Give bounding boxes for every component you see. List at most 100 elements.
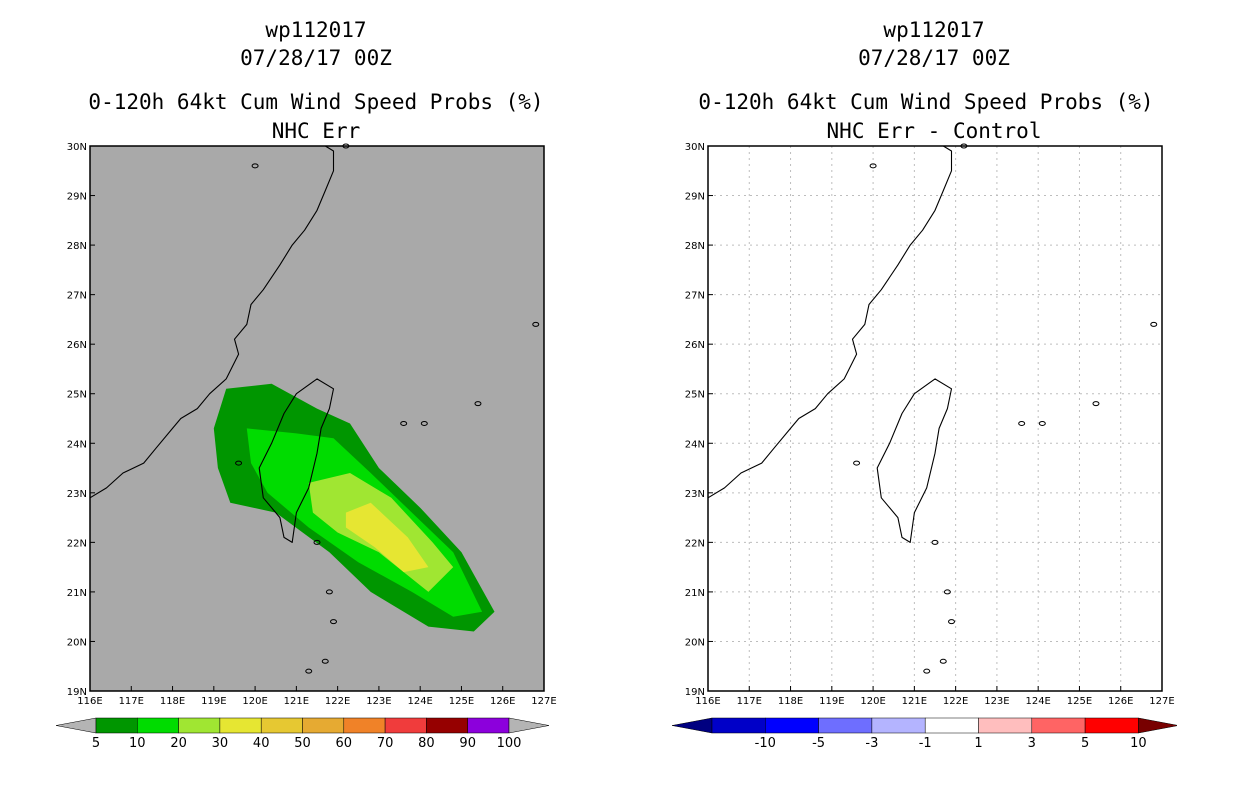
china-coastline	[707, 145, 953, 499]
x-tick-label: 127E	[531, 696, 556, 707]
right-title-subtitle: NHC Err - Control	[826, 119, 1042, 143]
colorbar-box	[178, 717, 221, 734]
y-tick-label: 27N	[685, 291, 705, 302]
colorbar-label: 60	[336, 736, 353, 751]
x-tick-label: 117E	[119, 696, 144, 707]
x-tick-label: 124E	[1025, 696, 1050, 707]
y-tick-label: 25N	[67, 390, 87, 401]
x-tick-label: 125E	[449, 696, 474, 707]
right-title-product: 0-120h 64kt Cum Wind Speed Probs (%)	[698, 90, 1154, 114]
y-tick-label: 23N	[67, 489, 87, 500]
map-background	[708, 146, 1162, 691]
colorbar-box	[871, 717, 926, 734]
island-outline	[1018, 420, 1026, 426]
taiwan-coastline	[876, 378, 953, 543]
x-tick-label: 119E	[819, 696, 844, 707]
island-outline	[1038, 420, 1046, 426]
x-tick-label: 127E	[1149, 696, 1174, 707]
x-tick-label: 126E	[490, 696, 515, 707]
left-probability-map: 116E 117E 118E 119E 120E 121E 122E 123E 124E 125E…	[67, 142, 557, 707]
island-outline	[948, 619, 956, 625]
colorbar-label: 10	[1130, 736, 1147, 751]
taiwan-coastline	[258, 378, 335, 543]
colorbar-label: 1	[974, 736, 982, 751]
x-tick-label: 124E	[407, 696, 432, 707]
y-tick-label: 30N	[67, 142, 87, 153]
colorbar-label: -3	[865, 736, 878, 751]
colorbar-box	[467, 717, 510, 734]
x-tick-label: 120E	[860, 696, 885, 707]
colorbar-label: -10	[755, 736, 776, 751]
colorbar-box	[1031, 717, 1086, 734]
colorbar-box	[219, 717, 262, 734]
colorbar-box	[978, 717, 1033, 734]
y-tick-label: 26N	[685, 340, 705, 351]
y-tick-label: 21N	[67, 588, 87, 599]
x-tick-label: 122E	[325, 696, 350, 707]
colorbar-label: 3	[1028, 736, 1036, 751]
island-outline	[305, 668, 313, 674]
island-outline	[931, 539, 939, 545]
map-frame	[707, 145, 1163, 692]
colorbar-box	[95, 717, 138, 734]
colorbar-box	[137, 717, 179, 734]
y-tick-label: 26N	[67, 340, 87, 351]
colorbar-over-arrow	[508, 717, 550, 734]
y-tick-label: 21N	[685, 588, 705, 599]
island-outline	[251, 163, 259, 169]
colorbar-box	[765, 717, 819, 734]
x-tick-label: 123E	[366, 696, 391, 707]
island-outline	[474, 401, 482, 407]
island-outline	[943, 589, 951, 595]
colorbar-box	[343, 717, 386, 734]
colorbar-label: 90	[459, 736, 476, 751]
island-outline	[923, 668, 931, 674]
y-tick-label: 19N	[685, 687, 705, 698]
island-outline	[330, 619, 338, 625]
island-outline	[325, 589, 333, 595]
x-tick-label: 117E	[737, 696, 762, 707]
x-tick-label: 116E	[695, 696, 720, 707]
colorbar-box	[302, 717, 345, 734]
island-outline	[532, 321, 540, 327]
colorbar-box	[711, 717, 766, 734]
y-tick-label: 23N	[685, 489, 705, 500]
y-tick-label: 25N	[685, 390, 705, 401]
x-tick-label: 121E	[902, 696, 927, 707]
colorbar-label: 30	[212, 736, 229, 751]
x-tick-label: 116E	[77, 696, 102, 707]
x-tick-label: 126E	[1108, 696, 1133, 707]
y-tick-label: 20N	[67, 637, 87, 648]
left-title-product: 0-120h 64kt Cum Wind Speed Probs (%)	[88, 90, 544, 114]
colorbar-label: 100	[497, 736, 522, 751]
map-frame	[89, 145, 545, 692]
left-colorbar: 5 10 20 30 40 50 60 70 80 90 100	[56, 717, 550, 751]
y-tick-label: 30N	[685, 142, 705, 153]
china-coastline	[89, 145, 335, 499]
colorbar-label: 80	[418, 736, 435, 751]
y-tick-label: 28N	[67, 241, 87, 252]
colorbar-label: -5	[812, 736, 825, 751]
colorbar-label: 20	[170, 736, 187, 751]
right-title-date: 07/28/17 00Z	[858, 46, 1010, 70]
right-colorbar: -10 -5 -3 -1 1 3 5 10	[672, 717, 1177, 751]
right-difference-map: 116E 117E 118E 119E 120E 121E 122E 123E 124E 125E…	[685, 142, 1175, 707]
x-tick-label: 125E	[1067, 696, 1092, 707]
colorbar-label: 50	[294, 736, 311, 751]
island-outline	[939, 658, 947, 664]
colorbar-label: 5	[92, 736, 100, 751]
y-tick-label: 22N	[67, 538, 87, 549]
island-outline	[853, 460, 861, 466]
y-tick-label: 29N	[685, 192, 705, 203]
colorbar-label: 70	[377, 736, 394, 751]
x-tick-label: 118E	[160, 696, 185, 707]
colorbar-box	[818, 717, 873, 734]
colorbar-box	[1084, 717, 1139, 734]
colorbar-label: 40	[253, 736, 270, 751]
colorbar-box	[426, 717, 468, 734]
x-tick-label: 120E	[242, 696, 267, 707]
y-tick-label: 27N	[67, 291, 87, 302]
y-tick-label: 24N	[685, 439, 705, 450]
island-outline	[321, 658, 329, 664]
x-tick-label: 118E	[778, 696, 803, 707]
